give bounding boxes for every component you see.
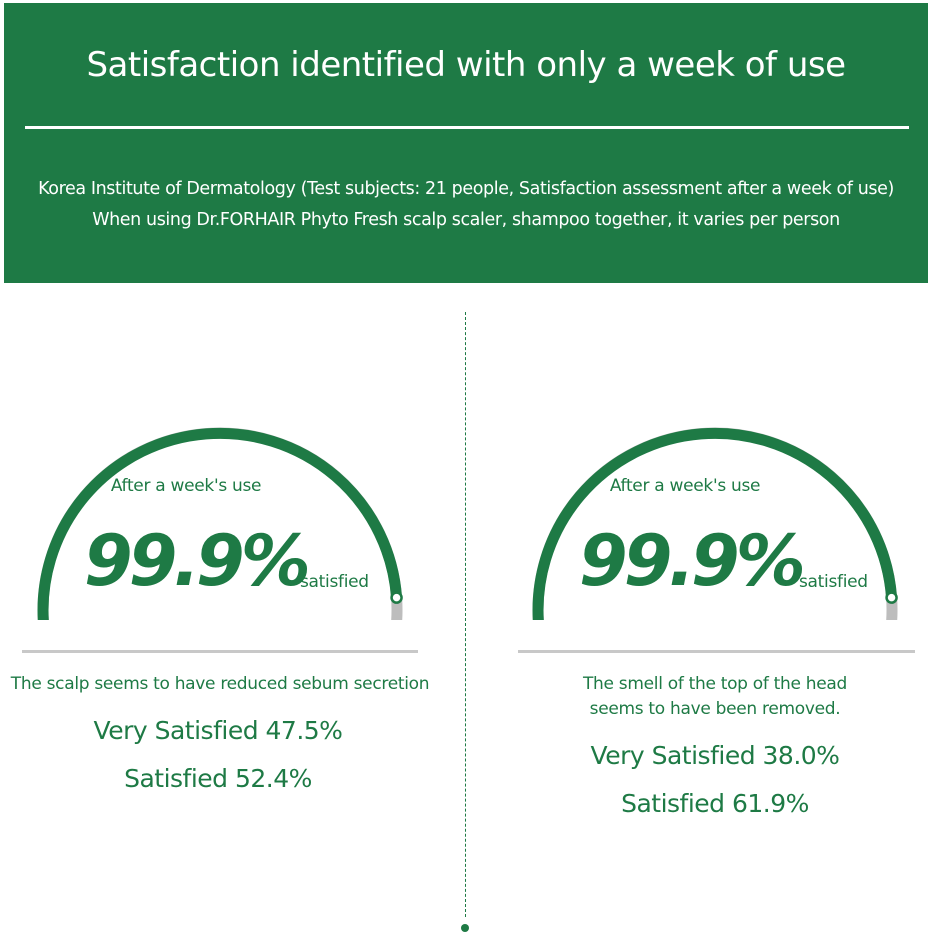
satisfied-stat: Satisfied 52.4%	[124, 764, 312, 793]
result-statement: The scalp seems to have reduced sebum se…	[10, 674, 430, 694]
page-title: Satisfaction identified with only a week…	[86, 45, 846, 85]
divider-end-dot	[461, 924, 469, 932]
result-statement: The smell of the top of the head seems t…	[495, 672, 931, 722]
result-panel-smell: After a week's use 99.9% satisfied The s…	[495, 400, 931, 840]
panel-divider	[22, 650, 418, 653]
very-satisfied-stat: Very Satisfied 47.5%	[93, 716, 343, 745]
satisfaction-gauge	[532, 427, 898, 620]
very-satisfied-stat: Very Satisfied 38.0%	[590, 741, 840, 770]
header-subtitle-note: When using Dr.FORHAIR Phyto Fresh scalp …	[92, 210, 840, 230]
gauge-caption: After a week's use	[110, 476, 262, 496]
satisfaction-gauge	[37, 427, 403, 620]
satisfied-label: satisfied	[799, 572, 868, 592]
result-statement-line1: The smell of the top of the head	[582, 674, 848, 694]
header-subtitle-source: Korea Institute of Dermatology (Test sub…	[38, 179, 894, 199]
result-panel-sebum: After a week's use 99.9% satisfied The s…	[0, 400, 440, 840]
satisfied-stat: Satisfied 61.9%	[621, 789, 809, 818]
satisfaction-percentage: 99.9%	[579, 520, 806, 602]
satisfaction-percentage: 99.9%	[84, 520, 311, 602]
gauge-fill	[532, 427, 898, 620]
header-banner: Satisfaction identified with only a week…	[4, 3, 928, 283]
center-dashed-divider	[465, 312, 466, 917]
header-divider	[25, 126, 909, 129]
satisfied-label: satisfied	[300, 572, 369, 592]
result-statement-line2: seems to have been removed.	[589, 699, 841, 719]
panel-divider	[518, 650, 915, 653]
gauge-end-knob	[390, 591, 403, 604]
gauge-end-knob	[885, 591, 898, 604]
gauge-fill	[37, 427, 403, 620]
gauge-caption: After a week's use	[609, 476, 761, 496]
